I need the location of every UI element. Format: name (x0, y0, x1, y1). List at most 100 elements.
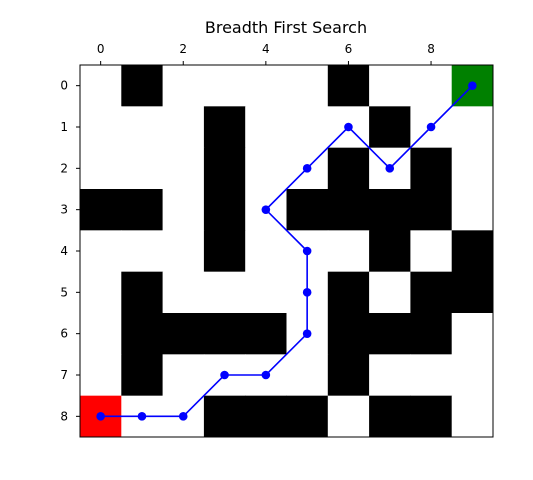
bfs-path-point (302, 246, 312, 256)
free-cell (162, 354, 205, 397)
maze-cells (80, 65, 494, 438)
wall-cell (410, 147, 453, 190)
free-cell (162, 189, 205, 231)
free-cell (410, 230, 453, 273)
path-layer (96, 81, 477, 421)
free-cell (286, 354, 329, 397)
wall-cell (451, 230, 494, 273)
free-cell (451, 106, 494, 149)
y-tick-label: 8 (60, 409, 68, 423)
wall-cell (286, 189, 329, 231)
y-tick-label: 5 (60, 285, 68, 299)
free-cell (286, 65, 329, 107)
free-cell (369, 271, 411, 314)
free-cell (162, 230, 205, 273)
free-cell (451, 313, 494, 355)
free-cell (451, 395, 494, 438)
free-cell (451, 147, 494, 190)
wall-cell (121, 354, 164, 397)
wall-cell (203, 313, 246, 355)
wall-cell (121, 313, 164, 355)
wall-cell (327, 189, 370, 231)
wall-cell (203, 395, 246, 438)
bfs-path-line (100, 85, 473, 418)
wall-cell (203, 106, 246, 149)
free-cell (327, 395, 370, 438)
wall-cell (121, 271, 164, 314)
bfs-path-point (302, 288, 312, 297)
x-axis-ticks: 0 2 4 6 8 (97, 42, 435, 65)
free-cell (369, 354, 411, 397)
free-cell (80, 65, 122, 107)
x-tick-label: 4 (262, 42, 270, 56)
wall-cell (451, 271, 494, 314)
free-cell (80, 354, 122, 397)
x-tick-label: 0 (97, 42, 105, 56)
bfs-path-point (137, 412, 147, 421)
wall-cell (369, 395, 411, 438)
wall-cell (162, 313, 205, 355)
free-cell (451, 189, 494, 231)
free-cell (410, 354, 453, 397)
bfs-path-point (96, 412, 105, 421)
wall-cell (327, 271, 370, 314)
x-tick-label: 8 (427, 42, 435, 56)
free-cell (121, 230, 164, 273)
wall-cell (369, 189, 411, 231)
free-cell (80, 271, 122, 314)
bfs-path-point (426, 122, 436, 132)
free-cell (80, 106, 122, 149)
free-cell (121, 147, 164, 190)
wall-cell (245, 395, 287, 438)
y-tick-label: 0 (60, 79, 68, 93)
free-cell (80, 313, 122, 355)
wall-cell (327, 147, 370, 190)
bfs-path-point (302, 329, 312, 338)
free-cell (245, 230, 287, 273)
chart-title: Breadth First Search (205, 18, 367, 37)
x-tick-label: 6 (345, 42, 353, 56)
wall-cell (369, 106, 411, 149)
bfs-path-point (302, 164, 312, 173)
free-cell (327, 230, 370, 273)
free-cell (245, 106, 287, 149)
free-cell (80, 230, 122, 273)
wall-cell (203, 147, 246, 190)
wall-cell (327, 313, 370, 355)
free-cell (286, 106, 329, 149)
y-tick-label: 7 (60, 368, 68, 382)
wall-cell (369, 313, 411, 355)
bfs-path-point (178, 412, 188, 421)
wall-cell (245, 313, 287, 355)
free-cell (162, 65, 205, 107)
y-tick-label: 6 (60, 327, 68, 341)
wall-cell (121, 189, 164, 231)
wall-cell (286, 395, 329, 438)
x-tick-label: 2 (179, 42, 187, 56)
free-cell (410, 65, 453, 107)
free-cell (80, 147, 122, 190)
wall-cell (410, 395, 453, 438)
y-tick-label: 1 (60, 120, 68, 134)
bfs-path-point (261, 205, 271, 214)
wall-cell (80, 189, 122, 231)
wall-cell (203, 189, 246, 231)
bfs-path-point (220, 370, 229, 380)
free-cell (245, 271, 287, 314)
free-cell (203, 271, 246, 314)
wall-cell (410, 271, 453, 314)
wall-cell (410, 189, 453, 231)
wall-cell (327, 65, 370, 107)
bfs-path-point (468, 81, 477, 90)
bfs-path-point (344, 122, 353, 132)
wall-cell (327, 354, 370, 397)
y-axis-ticks: 0 1 2 3 4 5 6 7 8 (60, 79, 80, 423)
free-cell (245, 65, 287, 107)
wall-cell (410, 313, 453, 355)
free-cell (162, 271, 205, 314)
wall-cell (203, 230, 246, 273)
y-tick-label: 4 (60, 244, 68, 258)
free-cell (162, 106, 205, 149)
free-cell (245, 147, 287, 190)
